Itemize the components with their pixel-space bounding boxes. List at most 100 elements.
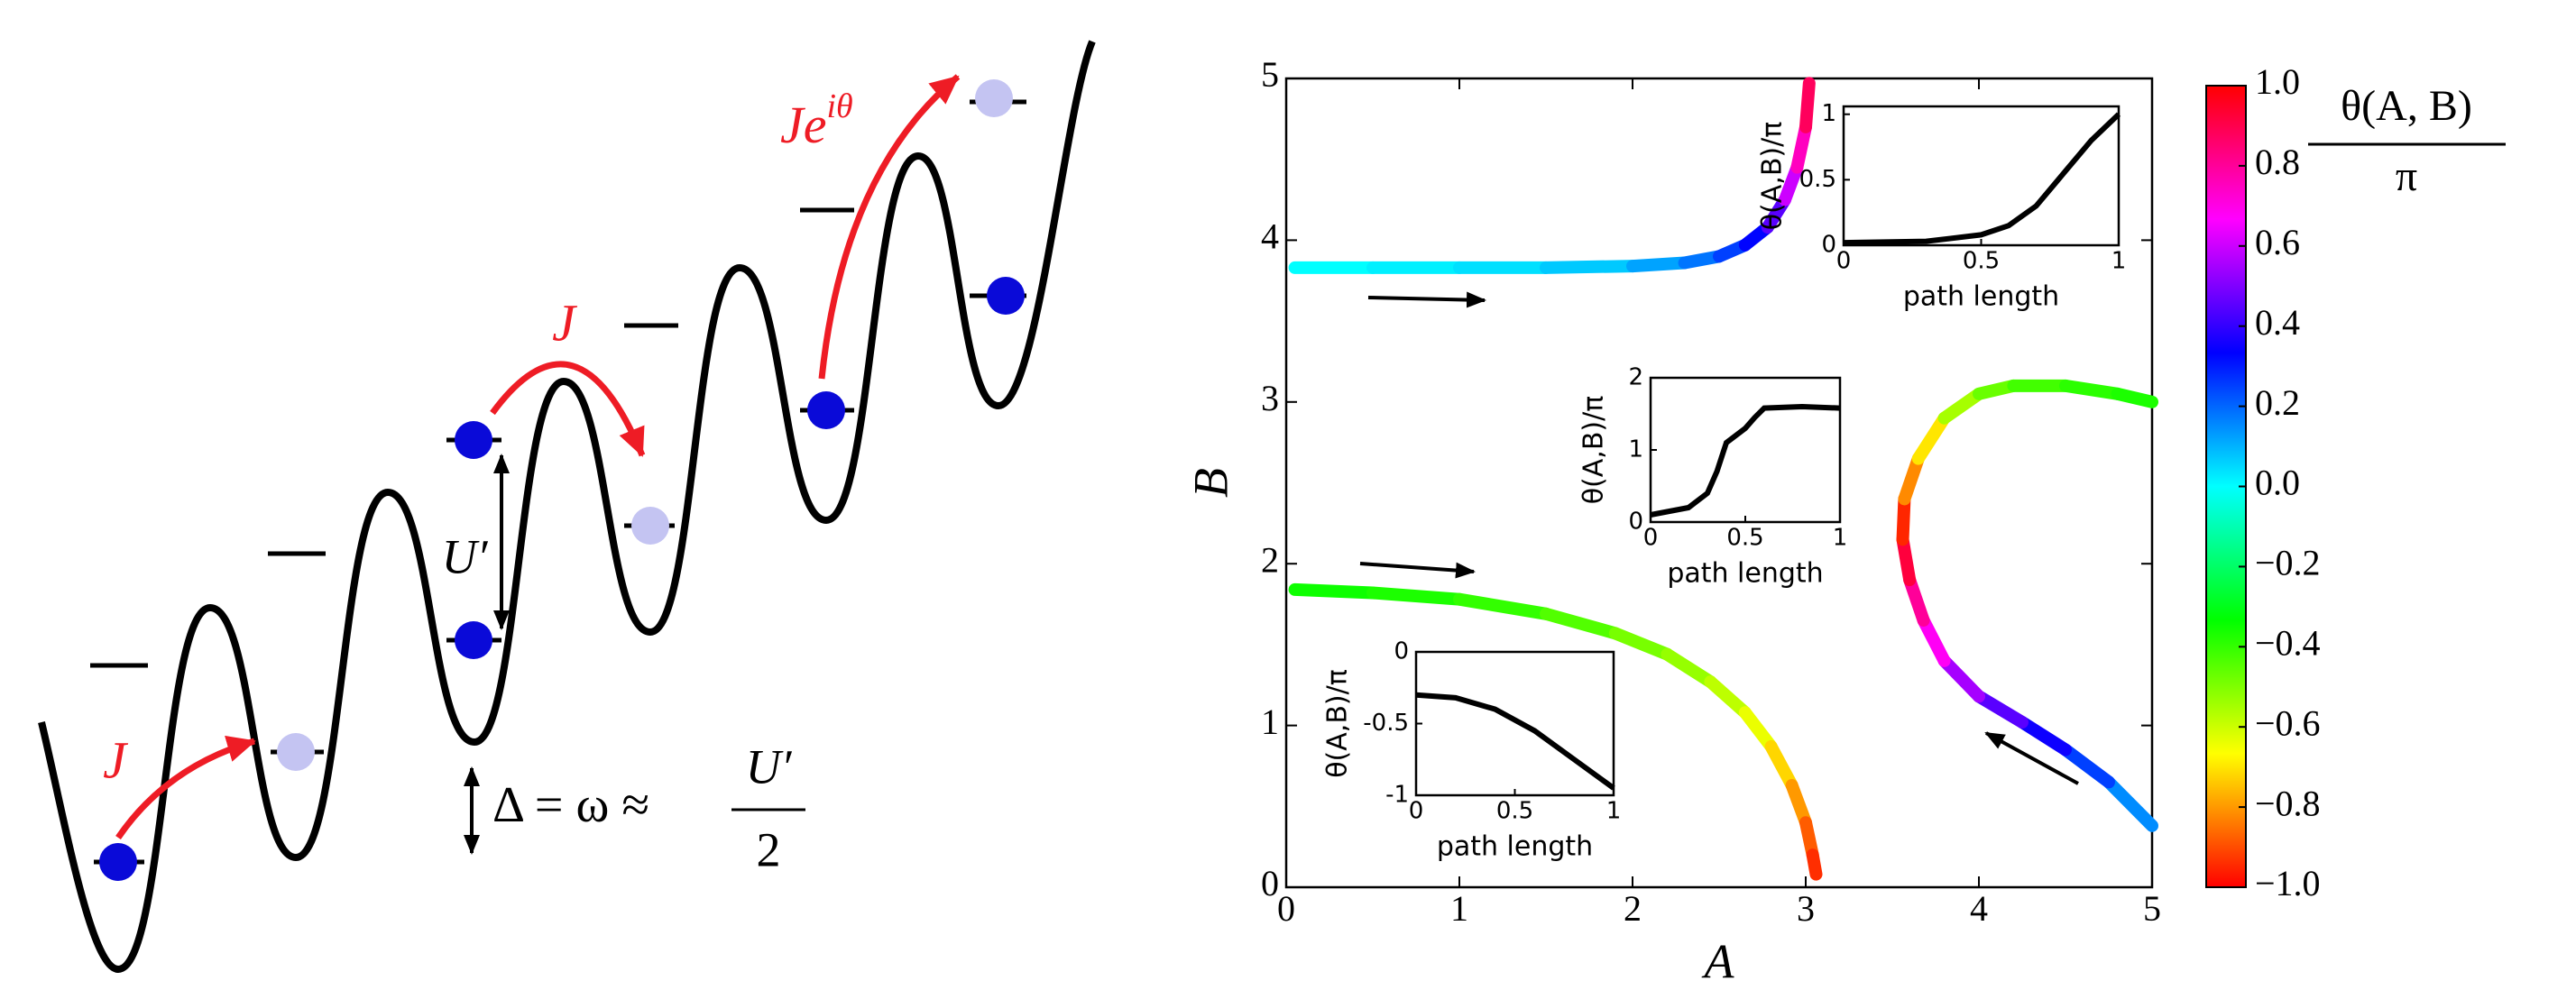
line (1650, 403, 1841, 518)
y-axis-label: θ(A,B)/π (1578, 396, 1610, 505)
y-tick-label: 2 (1261, 539, 1279, 580)
hop-label: J (103, 730, 129, 789)
curve-segment (1704, 675, 1752, 720)
colorbar-tick-label: 0.4 (2255, 302, 2300, 343)
main-plot: 0 1 2 3 4 5 0 1 2 3 4 5 A B (1183, 54, 2161, 981)
colorbar-tick-label: 0.2 (2255, 382, 2300, 423)
hop-base: Je (780, 96, 827, 154)
curve-segment (1453, 592, 1552, 620)
colorbar-tick-label: 0.6 (2255, 222, 2300, 262)
y-axis-label: θ(A,B)/π (1757, 122, 1789, 231)
x-tick-label: 3 (1797, 888, 1815, 929)
x-axis-label: A (1702, 934, 1735, 981)
x-tick-label: 0 (1277, 888, 1295, 929)
detuning-label: Δ = ω ≈ (492, 777, 649, 833)
curve-segment (1973, 690, 2029, 729)
x-tick-label: 1 (1833, 525, 1848, 552)
curve-segment (1896, 533, 1917, 587)
curve-segment (1540, 260, 1639, 274)
y-tick-label: 1 (1821, 100, 1836, 127)
y-tick-label: 0.5 (1799, 166, 1836, 193)
curve-segment (1288, 582, 1379, 600)
atoms (99, 277, 1025, 881)
curve-segment (2016, 716, 2072, 756)
y-tick-label: 0 (1821, 232, 1836, 259)
inset: 0 0.5 1 0 0.5 1 path length θ(A,B)/π (1757, 100, 2127, 312)
colorbar-tick-label: −1.0 (2255, 863, 2321, 903)
curve-segment (1540, 607, 1622, 640)
colorbar-tick-label: 1.0 (2255, 61, 2300, 102)
curve-segment (1917, 613, 1951, 667)
curve-segment (1738, 706, 1778, 753)
curve-segment (1903, 573, 1930, 627)
colorbar-label: π (2396, 152, 2417, 200)
plot-area (1649, 376, 1842, 524)
hop-label: Jeiθ (780, 87, 853, 155)
y-axis-label: θ(A,B)/π (1322, 669, 1354, 778)
x-tick-label: 5 (2143, 888, 2161, 929)
x-axis-label: path length (1903, 281, 2059, 313)
x-tick-label: 1 (2111, 248, 2127, 275)
gap-arrows (464, 454, 510, 855)
detuning-numerator: U′ (746, 739, 793, 793)
curve-segment (1799, 77, 1816, 133)
curve-segment (1806, 848, 1823, 881)
colorbar-tick-label: −0.8 (2255, 783, 2321, 823)
curve-segment (1785, 778, 1812, 830)
y-tick-label: 1 (1261, 701, 1279, 742)
curve-segment (1790, 120, 1812, 174)
plot-area (1842, 105, 2121, 247)
lattice-diagram: J J Jeiθ U′ Δ = ω ≈ U′ 2 (38, 40, 1096, 974)
y-tick-label: 0 (1394, 638, 1409, 665)
colorbar-tick-label: −0.2 (2255, 543, 2321, 583)
curve-segment (1896, 492, 1911, 546)
curve-segment (2111, 387, 2158, 408)
line (1415, 692, 1615, 791)
line (1843, 112, 2121, 246)
curve-segment (1626, 256, 1691, 273)
curve-segment (1661, 647, 1717, 689)
x-tick-label: 0.5 (1726, 525, 1763, 552)
colorbar-tick-label: −0.6 (2255, 702, 2321, 743)
x-axis-label: path length (1667, 558, 1823, 590)
x-tick-label: 4 (1970, 888, 1988, 929)
flow-arrows (1359, 291, 2079, 785)
x-tick-label: 0 (1836, 248, 1852, 275)
y-tick-label: 3 (1261, 378, 1279, 418)
hop-label: J (552, 293, 578, 352)
curve-segment (1608, 627, 1674, 661)
y-tick-label: 4 (1261, 216, 1279, 257)
empty-sites (277, 79, 1013, 771)
inset: 0 0.5 1 -1 -0.5 0 path length θ(A,B)/π (1322, 638, 1622, 863)
x-tick-label: 2 (1624, 888, 1642, 929)
hop-phase: iθ (827, 87, 853, 125)
y-tick-label: 5 (1261, 54, 1279, 95)
interaction-label: U′ (442, 529, 489, 583)
y-tick-label: 0 (1261, 863, 1279, 903)
curve-segment (1937, 654, 1985, 703)
curve-segment (1898, 452, 1925, 506)
y-tick-label: -0.5 (1363, 710, 1409, 737)
curve-segment (2102, 775, 2158, 832)
plot-area (1284, 77, 2154, 889)
colorbar-label: θ(A, B) (2341, 82, 2472, 130)
y-tick-label: 2 (1628, 364, 1643, 391)
y-tick-label: -1 (1385, 782, 1409, 809)
curve-segment (1911, 411, 1951, 465)
potential (38, 40, 1096, 974)
curve-segment (1764, 739, 1799, 792)
curve-segment (1366, 586, 1466, 606)
detuning-denominator: 2 (757, 822, 781, 876)
x-tick-label: 0 (1643, 525, 1659, 552)
colorbar-tick-label: −0.4 (2255, 622, 2321, 663)
y-tick-label: 0 (1628, 509, 1643, 536)
curve-segment (2059, 743, 2115, 789)
curve-segment (1937, 387, 1985, 425)
x-tick-label: 0.5 (1496, 798, 1533, 825)
x-axis-label: path length (1437, 831, 1593, 863)
plot-area (1414, 650, 1615, 797)
x-tick-label: 1 (1606, 798, 1622, 825)
inset: 0 0.5 1 0 1 2 path length θ(A,B)/π (1578, 364, 1848, 590)
y-tick-label: 1 (1628, 436, 1643, 463)
